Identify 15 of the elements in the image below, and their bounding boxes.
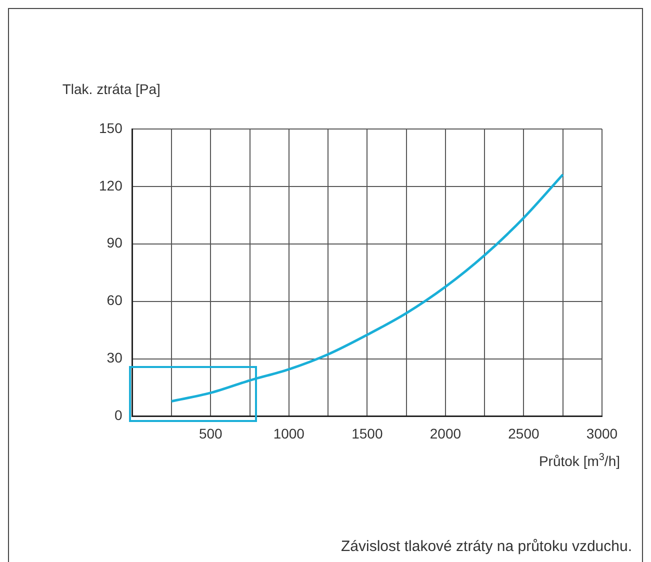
x-tick-label: 1000: [273, 425, 305, 442]
y-tick-label: 30: [106, 350, 123, 366]
x-tick-label: 1500: [352, 425, 383, 442]
y-axis-title: Tlak. ztráta [Pa]: [62, 81, 160, 97]
y-tick-label: 60: [106, 292, 123, 308]
line-series: [170, 173, 564, 403]
x-tick-label: 3000: [586, 425, 618, 442]
x-tick-label: 500: [198, 425, 223, 442]
text: Závislost tlakové ztráty na průtoku vzduchu.: [341, 538, 632, 555]
y-tick-label: 0: [114, 407, 123, 424]
y-tick-label: 150: [99, 120, 123, 136]
y-tick-label: 90: [106, 234, 123, 251]
y-tick-label: 120: [99, 177, 123, 194]
x-tick-label: 2500: [508, 425, 540, 442]
x-tick-label: 2000: [430, 425, 462, 442]
